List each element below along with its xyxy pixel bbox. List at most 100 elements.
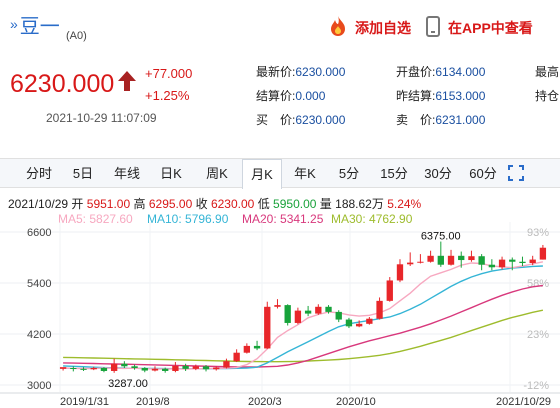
tab-8[interactable]: 15分 <box>380 166 408 181</box>
candle-body <box>304 310 312 314</box>
pct-tick-label: 93% <box>527 227 549 239</box>
candle-body <box>172 365 179 371</box>
candle-body <box>407 262 414 265</box>
candle-body <box>488 264 496 268</box>
max-price-label: 6375.00 <box>421 231 461 243</box>
tab-6[interactable]: 年K <box>294 166 316 181</box>
tab-10[interactable]: 60分 <box>469 166 497 181</box>
open-in-app-button[interactable]: 在APP中查看 <box>448 20 533 36</box>
tab-1[interactable]: 5日 <box>72 166 94 181</box>
current-price: 6230.000 <box>10 70 115 98</box>
instrument-title: » 豆一 <box>10 10 60 39</box>
y-tick-label: 6600 <box>27 227 51 239</box>
settle-label: 结算价: <box>256 89 296 103</box>
ask-value: 6231.000 <box>435 113 486 127</box>
candle-body <box>162 368 169 371</box>
bar-low-label: 低 <box>257 197 270 211</box>
ma5-label: MA5: 5827.60 <box>58 212 133 226</box>
chevron-icon: » <box>10 16 18 32</box>
kline-chart[interactable]: 6600 5400 4200 3000 93% 58% 23% -12% 2019/1/31 20… <box>0 222 560 408</box>
bar-close: 6230.00 <box>210 197 255 211</box>
ma20-line <box>63 284 543 368</box>
quote-timestamp: 2021-10-29 11:07:09 <box>46 111 157 125</box>
tab-2[interactable]: 年线 <box>113 166 140 181</box>
min-price-label: 3287.00 <box>108 378 148 390</box>
period-tabs: 分时 5日 年线 日K 周K 月K 年K 5分 15分 30分 60分 <box>0 158 560 189</box>
instrument-name: 豆一 <box>19 16 60 38</box>
candle-body <box>325 306 332 312</box>
y-tick-label: 3000 <box>27 380 51 392</box>
bar-open-label: 开 <box>71 197 84 211</box>
candle-body <box>243 345 251 353</box>
candle-body <box>100 368 108 371</box>
candle-body <box>110 363 118 371</box>
settle-price-row: 结算价:0.000 <box>256 87 325 104</box>
high-label: 最高 <box>535 65 560 79</box>
candle-body <box>468 256 475 261</box>
candle-body <box>417 261 424 263</box>
bar-date: 2021/10/29 <box>8 197 69 211</box>
open-label: 开盘价: <box>396 65 436 79</box>
open-value: 6134.000 <box>435 65 486 79</box>
ask-label: 卖 价: <box>396 113 436 127</box>
candle-body <box>335 311 342 320</box>
phone-icon[interactable] <box>426 16 440 37</box>
fullscreen-icon[interactable] <box>508 165 524 181</box>
price-change: +77.000 <box>145 66 193 81</box>
ask-price-row: 卖 价:6231.000 <box>396 111 485 128</box>
candle-body <box>213 367 220 370</box>
tab-3[interactable]: 日K <box>160 166 182 181</box>
prev-settle-label: 昨结算: <box>396 89 436 103</box>
candle-body <box>396 264 404 281</box>
tab-4[interactable]: 周K <box>206 166 228 181</box>
y-tick-label: 5400 <box>27 278 51 290</box>
candle-body <box>355 323 363 327</box>
candle-body <box>458 255 465 261</box>
price-change-pct: +1.25% <box>145 88 190 103</box>
quote-header: » 豆一 (A0) 添加自选 在APP中查看 <box>0 0 560 52</box>
instrument-code: (A0) <box>66 30 87 42</box>
candle-body <box>141 368 148 371</box>
candle-body <box>509 259 516 262</box>
candle-body <box>447 255 455 265</box>
open-price-row: 开盘价:6134.000 <box>396 63 485 80</box>
x-tick-label: 2021/10/29 <box>496 396 551 408</box>
candle-body <box>253 345 261 349</box>
bar-high: 6295.00 <box>148 197 193 211</box>
fire-icon[interactable] <box>327 15 349 37</box>
candle-body <box>121 363 128 367</box>
candle-body <box>294 310 302 323</box>
bar-low: 5950.00 <box>273 197 317 211</box>
tab-7[interactable]: 5分 <box>338 166 360 181</box>
candle-body <box>131 366 138 368</box>
candle-body <box>80 368 87 370</box>
bid-label: 买 价: <box>256 113 296 127</box>
tab-9[interactable]: 30分 <box>424 166 452 181</box>
add-watchlist-button[interactable]: 添加自选 <box>355 20 411 36</box>
bar-volume-label: 量 <box>319 197 332 211</box>
x-tick-label: 2020/3 <box>248 396 282 408</box>
ma10-line <box>63 265 543 370</box>
y-tick-label: 4200 <box>27 329 51 341</box>
candle-body <box>529 259 536 264</box>
candle-body <box>539 247 547 260</box>
candle-body <box>223 361 230 368</box>
bar-high-label: 高 <box>133 197 146 211</box>
candle-body <box>264 306 271 349</box>
tab-0[interactable]: 分时 <box>25 166 52 181</box>
candle-body <box>386 280 393 301</box>
pct-tick-label: 58% <box>527 278 549 290</box>
candle-body <box>345 319 353 327</box>
bar-pct: 5.24% <box>387 197 422 211</box>
candle-body <box>437 255 444 265</box>
candle-body <box>274 305 281 307</box>
tab-5[interactable]: 月K <box>242 159 282 189</box>
open-interest-label: 持仓 <box>535 89 560 103</box>
candle-body <box>315 306 322 314</box>
candle-body <box>202 366 210 370</box>
bar-volume: 188.62万 <box>335 197 384 211</box>
pct-tick-label: -12% <box>523 380 549 392</box>
settle-value: 0.000 <box>295 89 326 103</box>
candle-body <box>192 366 199 369</box>
x-tick-label: 2019/8 <box>136 396 170 408</box>
